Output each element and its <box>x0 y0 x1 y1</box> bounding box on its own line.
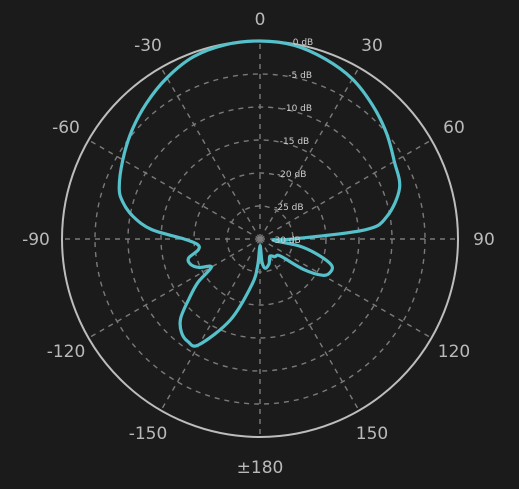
grid-spoke <box>160 238 261 411</box>
angle-tick-label: 90 <box>473 230 495 250</box>
angle-tick-labels: 0 30 60 90 120 150 ±180 -150 -120 -90 -60 -30 <box>22 10 495 478</box>
grid-ring <box>160 139 360 339</box>
radial-tick-label: -5 dB <box>288 71 312 81</box>
radial-tick-label: 0 dB <box>293 38 313 48</box>
angle-tick-label: 120 <box>438 342 470 362</box>
angle-tick-label: 0 <box>255 10 266 30</box>
polar-series-layer <box>117 39 402 348</box>
radial-tick-label: -15 dB <box>280 137 309 147</box>
radiation-pattern-line <box>117 39 402 348</box>
grid-spoke <box>259 238 432 339</box>
radial-tick-label: -25 dB <box>274 203 303 213</box>
polar-grid <box>61 40 459 438</box>
angle-tick-label: -120 <box>47 342 86 362</box>
angle-tick-label: -90 <box>22 230 50 250</box>
radial-tick-labels: 0 dB -5 dB -10 dB -15 dB -20 dB -25 dB -30 dB <box>271 38 313 246</box>
angle-tick-label: 30 <box>361 36 383 56</box>
radial-tick-label: -20 dB <box>277 170 306 180</box>
grid-spoke <box>259 67 360 240</box>
angle-tick-label: ±180 <box>237 458 284 478</box>
grid-spoke <box>259 139 432 240</box>
radial-tick-label: -10 dB <box>283 104 312 114</box>
grid-spoke <box>88 238 261 339</box>
angle-tick-label: -60 <box>52 118 80 138</box>
grid-spoke <box>88 139 261 240</box>
grid-spoke <box>259 238 360 411</box>
angle-tick-label: 60 <box>443 118 465 138</box>
grid-ring <box>193 172 327 306</box>
angle-tick-label: 150 <box>356 424 388 444</box>
radial-tick-label: -30 dB <box>271 236 300 246</box>
grid-spoke <box>160 67 261 240</box>
angle-tick-label: -150 <box>129 424 168 444</box>
angle-tick-label: -30 <box>134 36 162 56</box>
